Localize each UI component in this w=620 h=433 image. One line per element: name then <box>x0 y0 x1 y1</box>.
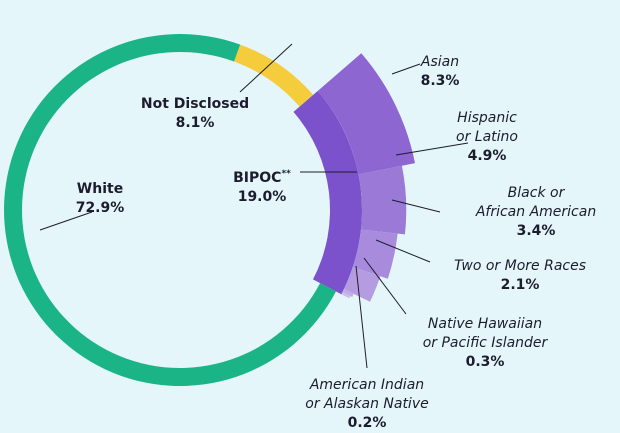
leader-line <box>39 211 93 231</box>
value-label: 19.0% <box>238 189 287 205</box>
value-label: 4.9% <box>468 148 507 164</box>
leader-line <box>395 142 469 156</box>
value-label: 0.3% <box>466 354 505 370</box>
value-label: 3.4% <box>517 223 556 239</box>
category-label: Not Disclosed <box>141 96 249 112</box>
value-label: 0.2% <box>348 415 387 431</box>
category-name: Not Disclosed <box>141 96 249 112</box>
breakdown-label: Native Hawaiian <box>428 316 542 332</box>
value-label: 2.1% <box>501 277 540 293</box>
breakdown-label: African American <box>475 204 596 220</box>
breakdown-label: or Pacific Islander <box>423 335 549 351</box>
breakdown-wedge <box>317 53 415 175</box>
leader-line <box>355 265 368 369</box>
category-label: BIPOC** <box>233 169 291 187</box>
breakdown-wedge <box>358 165 407 235</box>
leader-line <box>391 63 421 75</box>
breakdown-wedge <box>343 267 381 302</box>
breakdown-wedge <box>341 292 351 299</box>
breakdown-label: or Latino <box>456 129 518 145</box>
breakdown-label: Black or <box>508 185 566 201</box>
donut-segment <box>234 44 314 107</box>
category-name: BIPOC <box>233 170 281 186</box>
breakdown-label: Hispanic <box>457 110 517 126</box>
breakdown-wedge <box>352 229 398 279</box>
leader-line <box>239 43 293 93</box>
breakdown-label: American Indian <box>309 377 424 393</box>
value-label: 8.3% <box>421 73 460 89</box>
category-name: White <box>77 181 123 197</box>
leader-line <box>391 199 441 213</box>
value-label: 8.1% <box>176 115 215 131</box>
category-label: White <box>77 181 123 197</box>
breakdown-label: Two or More Races <box>454 258 586 274</box>
donut-segment <box>293 90 362 295</box>
leader-line <box>375 239 431 263</box>
breakdown-wedge <box>342 289 354 298</box>
breakdown-label: or Alaskan Native <box>305 396 428 412</box>
leader-line <box>363 257 407 315</box>
footnote-marker: ** <box>281 169 291 179</box>
value-label: 72.9% <box>76 200 125 216</box>
breakdown-label: Asian <box>420 54 459 70</box>
